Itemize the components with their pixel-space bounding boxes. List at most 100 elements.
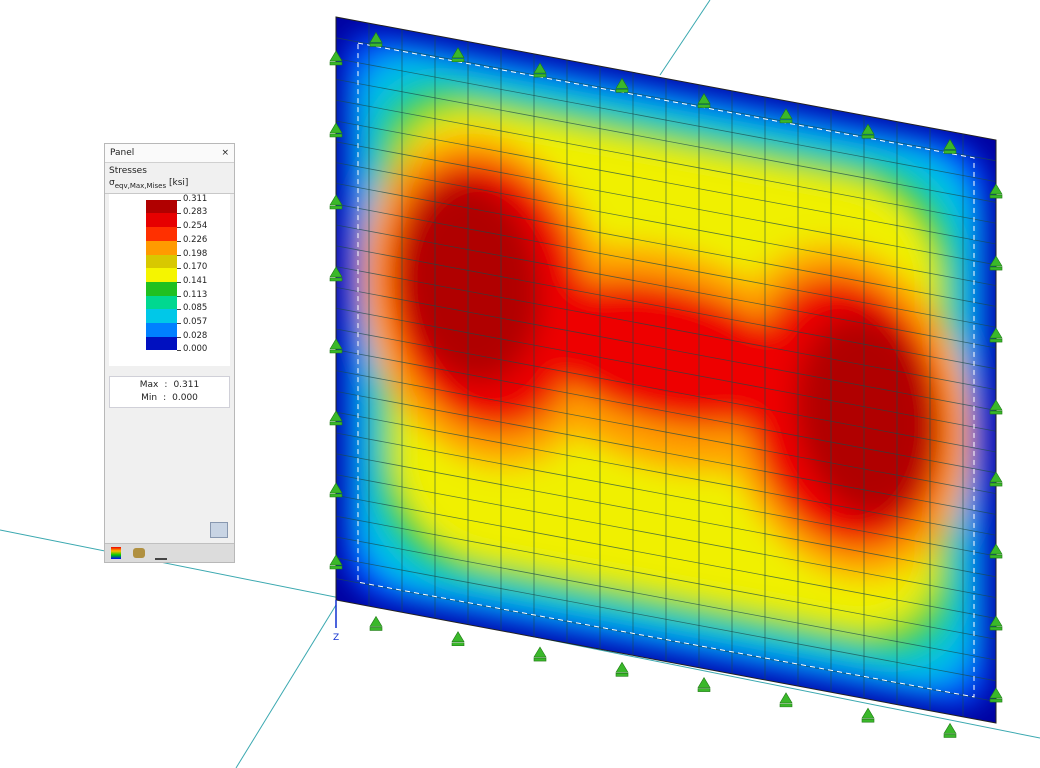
mesh-line (336, 307, 996, 432)
legend-tick (177, 227, 181, 229)
mesh-line (336, 557, 996, 682)
legend-tick (177, 240, 181, 242)
legend-value: 0.113 (183, 289, 208, 300)
legend-swatch (146, 268, 177, 282)
mesh-line (336, 99, 996, 224)
legend-tick (177, 254, 181, 256)
tool-button[interactable] (133, 548, 145, 558)
extreme-label: Min (141, 392, 158, 403)
legend-tick (177, 336, 181, 338)
legend-swatch (146, 240, 177, 255)
panel: Panel × Stresses σeqv,Max,Mises [ksi] 0.… (104, 143, 235, 563)
support (697, 93, 711, 108)
support (989, 183, 1003, 199)
legend-value: 0.057 (183, 317, 208, 328)
support (329, 482, 343, 498)
extreme-sep: : (164, 379, 168, 390)
legend-tick (177, 199, 181, 201)
support (779, 692, 793, 708)
mesh-line (336, 286, 996, 411)
support (329, 194, 343, 210)
mesh-line (336, 349, 996, 474)
mesh-line (336, 224, 996, 349)
symbol: σ (109, 178, 115, 188)
close-button[interactable]: × (221, 148, 229, 158)
mesh-line (336, 453, 996, 578)
legend-value: 0.198 (183, 248, 208, 259)
legend-swatch (146, 336, 177, 351)
mesh-line (336, 182, 996, 307)
support (329, 122, 343, 138)
support (451, 631, 465, 647)
mesh-line (336, 474, 996, 599)
extreme-label: Max (139, 379, 159, 390)
plate (335, 16, 997, 724)
legend-swatch (146, 199, 177, 214)
unit: [ksi] (169, 178, 189, 188)
mesh-line (336, 162, 996, 287)
mesh-line (336, 120, 996, 245)
tool-button[interactable] (111, 547, 121, 559)
heading: Stresses (109, 166, 147, 176)
extreme-value: 0.311 (173, 379, 200, 390)
support (697, 677, 711, 692)
support (989, 471, 1003, 487)
legend-value: 0.311 (183, 193, 208, 204)
support (369, 31, 383, 47)
legend-value: 0.170 (183, 262, 208, 273)
mesh-line (336, 79, 996, 203)
legend-swatch (146, 281, 177, 296)
zoom-button[interactable] (210, 522, 228, 538)
legend: 0.311 0.283 0.254 0.226 0.198 0.170 0.141 0.113… (109, 193, 230, 366)
legend-tick (177, 268, 181, 270)
mesh-line (336, 578, 996, 703)
toolbar (105, 543, 234, 562)
mesh-line (336, 494, 996, 619)
mesh-line (336, 390, 996, 515)
mesh-line (336, 432, 996, 557)
support (329, 410, 343, 426)
support (989, 327, 1003, 343)
legend-tick (177, 323, 181, 325)
support (989, 543, 1003, 559)
support (989, 399, 1003, 415)
support (369, 615, 383, 631)
extremes: Max:0.311 Min:0.000 (109, 375, 230, 408)
support (989, 255, 1003, 271)
support (451, 47, 465, 63)
mesh-line (336, 370, 996, 495)
support (779, 108, 793, 124)
extreme-row: Min:0.000 (110, 392, 229, 405)
mesh-line (336, 203, 996, 328)
support (943, 138, 957, 154)
support (861, 707, 875, 723)
support (533, 646, 547, 662)
legend-swatch (146, 254, 177, 269)
legend-value: 0.000 (183, 344, 208, 355)
mesh-line (336, 245, 996, 370)
tool-button[interactable] (155, 548, 167, 560)
extreme-row: Max:0.311 (110, 379, 229, 392)
axis-label: Z (333, 633, 339, 643)
mesh-line (336, 536, 996, 661)
support (861, 123, 875, 139)
legend-tick (177, 295, 181, 297)
legend-value: 0.226 (183, 234, 208, 245)
legend-tick (177, 350, 181, 352)
legend-value: 0.028 (183, 330, 208, 341)
subscript: eqv,Max,Mises (114, 181, 167, 190)
mesh-line (336, 58, 996, 183)
legend-value: 0.085 (183, 303, 208, 314)
legend-value: 0.254 (183, 221, 208, 232)
support (989, 615, 1003, 631)
mesh-line (336, 411, 996, 536)
panel-title: Panel (110, 148, 135, 158)
support (329, 338, 343, 354)
quantity: σeqv,Max,Mises [ksi] (105, 176, 234, 194)
support (329, 50, 343, 66)
legend-swatch (146, 323, 177, 337)
mesh-line (336, 141, 996, 266)
legend-swatch (146, 309, 177, 324)
